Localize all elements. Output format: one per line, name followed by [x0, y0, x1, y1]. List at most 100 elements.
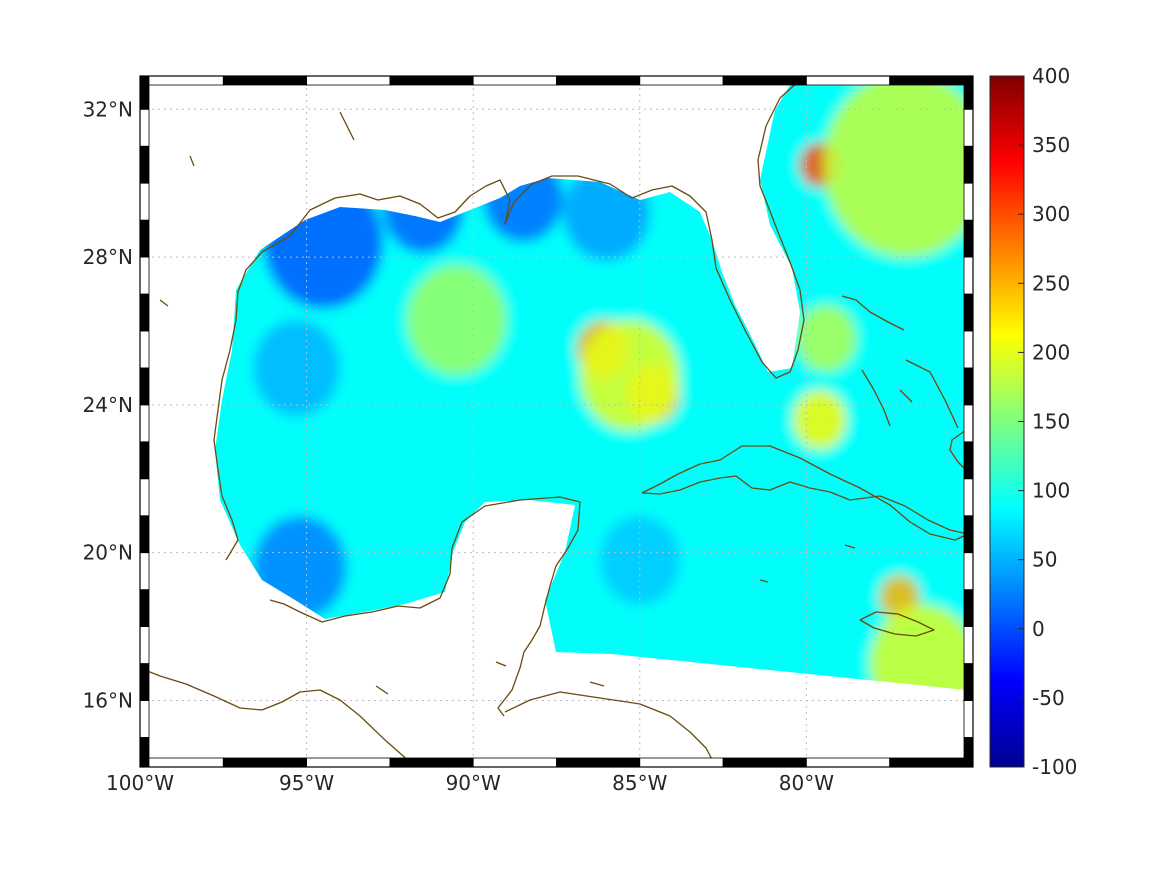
frame-segment	[472, 75, 557, 86]
yucatan-coastline	[269, 496, 581, 717]
hispaniola-coastline	[949, 429, 967, 471]
lon-tick-label: 80°W	[779, 771, 834, 795]
frame-segment	[139, 663, 150, 701]
lon-tick-label: 90°W	[446, 771, 501, 795]
frame-segment	[139, 108, 150, 147]
frame-segment	[963, 293, 974, 332]
colorbar-tick-label: -100	[1032, 755, 1077, 779]
frame-segment	[139, 75, 224, 86]
frame-segment	[963, 219, 974, 258]
frame-border	[139, 75, 974, 768]
field-feature-florida-current	[796, 305, 857, 372]
honduras-coastline	[504, 691, 717, 767]
jamaica-coastline	[859, 611, 935, 637]
frame-segment	[963, 404, 974, 443]
map-axes: 100°W 95°W 90°W 85°W 80°W 32°N 28°N 24°N 20°N 16…	[83, 75, 974, 795]
frame-segment	[139, 145, 150, 184]
frame-segment	[139, 757, 224, 768]
bahamas-coastline	[841, 295, 959, 429]
frame-segment	[722, 757, 807, 768]
frame-segment	[389, 757, 474, 768]
colorbar-tick-label: 350	[1032, 133, 1070, 157]
frame-segment	[963, 700, 974, 738]
frame-segment	[139, 589, 150, 627]
frame-segment	[139, 515, 150, 554]
frame-segment	[139, 182, 150, 221]
frame-segment	[722, 75, 807, 86]
frame-segment	[306, 757, 391, 768]
field-feature-loop-current-shoulder	[579, 319, 680, 431]
field-feature-western-gulf-low	[253, 319, 340, 416]
frame-segment	[889, 757, 974, 768]
frame-segment	[963, 108, 974, 147]
cuba-coastline	[641, 445, 969, 541]
lon-tick-label: 100°W	[106, 771, 174, 795]
colorbar-tick-label: 0	[1032, 617, 1045, 641]
frame-segment	[139, 552, 150, 591]
lon-tick-label: 95°W	[279, 771, 334, 795]
lat-tick-label: 20°N	[83, 541, 133, 565]
colorbar-tick-label: 50	[1032, 548, 1057, 572]
central-america-coastline	[140, 667, 421, 767]
field-feature-florida-straits	[793, 390, 847, 450]
frame-segment	[963, 589, 974, 627]
frame-segment	[306, 75, 391, 86]
frame-segment	[963, 145, 974, 184]
frame-segment	[963, 256, 974, 295]
longitude-labels: 100°W 95°W 90°W 85°W 80°W	[106, 771, 834, 795]
colorbar-tick-label: 150	[1032, 410, 1070, 434]
lat-tick-label: 32°N	[83, 97, 133, 121]
frame-segment	[139, 256, 150, 295]
frame-segment	[139, 293, 150, 332]
colorbar-tick-label: -50	[1032, 686, 1065, 710]
frame-segment	[963, 515, 974, 554]
frame-segment	[472, 757, 557, 768]
frame-segment	[806, 75, 891, 86]
frame-segment	[963, 330, 974, 369]
field-feature-central-gulf-high	[406, 264, 507, 376]
field-feature-atlantic-northeast	[823, 85, 966, 258]
frame-segment	[139, 367, 150, 406]
frame-segment	[806, 757, 891, 768]
colorbar-tick-label: 250	[1032, 271, 1070, 295]
colorbar-tick-label: 200	[1032, 340, 1070, 364]
colorbar: 400 350 300 250 200 150 100 50 0 -50 -100	[989, 64, 1077, 779]
frame-segment	[389, 75, 474, 86]
frame-segment	[222, 75, 308, 86]
frame-segment	[963, 75, 974, 110]
frame-segment	[222, 757, 308, 768]
frame-segment	[963, 182, 974, 221]
frame-segment	[889, 75, 974, 86]
colorbar-labels: 400 350 300 250 200 150 100 50 0 -50 -100	[1018, 64, 1077, 779]
frame-segment	[963, 367, 974, 406]
frame-segment	[963, 663, 974, 701]
frame-segment	[556, 757, 641, 768]
lat-tick-label: 16°N	[83, 688, 133, 712]
map-frame	[139, 75, 974, 768]
frame-segment	[139, 404, 150, 443]
frame-segment	[639, 757, 724, 768]
frame-segment	[963, 626, 974, 664]
small-islands	[159, 111, 856, 695]
lon-tick-label: 85°W	[612, 771, 667, 795]
frame-segment	[139, 219, 150, 258]
frame-segment	[963, 552, 974, 591]
frame-segment	[963, 478, 974, 517]
lat-tick-label: 28°N	[83, 245, 133, 269]
frame-segment	[139, 626, 150, 664]
field-feature-cayman-low	[599, 515, 680, 605]
frame-segment	[139, 441, 150, 480]
frame-segment	[139, 330, 150, 369]
latitude-labels: 32°N 28°N 24°N 20°N 16°N	[83, 97, 133, 712]
frame-segment	[139, 700, 150, 738]
colorbar-tick-label: 100	[1032, 479, 1070, 503]
frame-segment	[139, 478, 150, 517]
colorbar-tick-label: 400	[1032, 64, 1070, 88]
frame-segment	[139, 75, 150, 110]
lat-tick-label: 24°N	[83, 393, 133, 417]
frame-segment	[963, 737, 974, 768]
frame-segment	[139, 737, 150, 768]
coastlines	[140, 76, 969, 767]
gulf-coastline	[213, 76, 816, 561]
